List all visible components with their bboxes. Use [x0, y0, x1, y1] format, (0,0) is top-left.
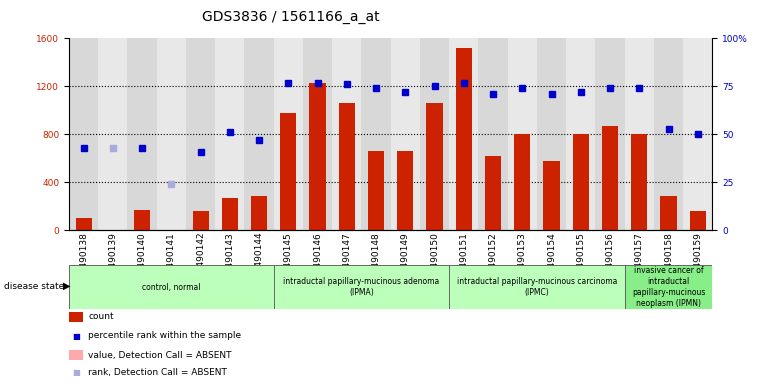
Bar	[273, 265, 449, 309]
Bar	[508, 38, 537, 230]
Text: disease state: disease state	[4, 281, 64, 291]
Bar	[251, 195, 267, 230]
Bar	[127, 38, 157, 230]
Bar	[391, 38, 420, 230]
Text: percentile rank within the sample: percentile rank within the sample	[88, 331, 241, 341]
Bar	[362, 38, 391, 230]
Bar	[309, 83, 326, 230]
Bar	[215, 38, 244, 230]
Bar	[449, 38, 479, 230]
Bar	[537, 38, 566, 230]
Bar	[660, 195, 676, 230]
Bar	[654, 38, 683, 230]
Bar	[332, 38, 362, 230]
Text: count: count	[88, 312, 113, 321]
Text: rank, Detection Call = ABSENT: rank, Detection Call = ABSENT	[88, 368, 227, 377]
Bar	[303, 38, 332, 230]
Text: ■: ■	[72, 331, 80, 341]
Bar	[420, 38, 449, 230]
Text: ▶: ▶	[63, 281, 70, 291]
Bar	[689, 211, 705, 230]
Bar	[573, 134, 589, 230]
Bar	[157, 38, 186, 230]
Text: control, normal: control, normal	[142, 283, 201, 291]
Text: GDS3836 / 1561166_a_at: GDS3836 / 1561166_a_at	[202, 10, 380, 23]
Bar	[485, 156, 501, 230]
Bar	[186, 38, 215, 230]
Bar	[683, 38, 712, 230]
Bar	[398, 151, 414, 230]
Bar	[566, 38, 595, 230]
Bar	[456, 48, 472, 230]
Bar	[222, 198, 237, 230]
Text: invasive cancer of
intraductal
papillary-mucinous
neoplasm (IPMN): invasive cancer of intraductal papillary…	[632, 266, 705, 308]
Bar	[244, 38, 273, 230]
Text: intraductal papillary-mucinous carcinoma
(IPMC): intraductal papillary-mucinous carcinoma…	[457, 277, 617, 297]
Text: value, Detection Call = ABSENT: value, Detection Call = ABSENT	[88, 351, 231, 360]
Bar	[69, 38, 98, 230]
Bar	[98, 38, 127, 230]
Bar	[449, 265, 624, 309]
Bar	[273, 38, 303, 230]
Text: intraductal papillary-mucinous adenoma
(IPMA): intraductal papillary-mucinous adenoma (…	[283, 277, 440, 297]
Bar	[479, 38, 508, 230]
Bar	[368, 151, 384, 230]
Text: ■: ■	[72, 368, 80, 377]
Bar	[631, 134, 647, 230]
Bar	[339, 103, 355, 230]
Bar	[69, 265, 273, 309]
Bar	[280, 113, 296, 230]
Bar	[134, 210, 150, 230]
Bar	[76, 218, 92, 230]
Bar	[595, 38, 624, 230]
Bar	[544, 161, 560, 230]
Bar	[602, 126, 618, 230]
Bar	[624, 38, 654, 230]
Bar	[624, 265, 712, 309]
Bar	[427, 103, 443, 230]
Bar	[514, 134, 530, 230]
Bar	[192, 211, 208, 230]
